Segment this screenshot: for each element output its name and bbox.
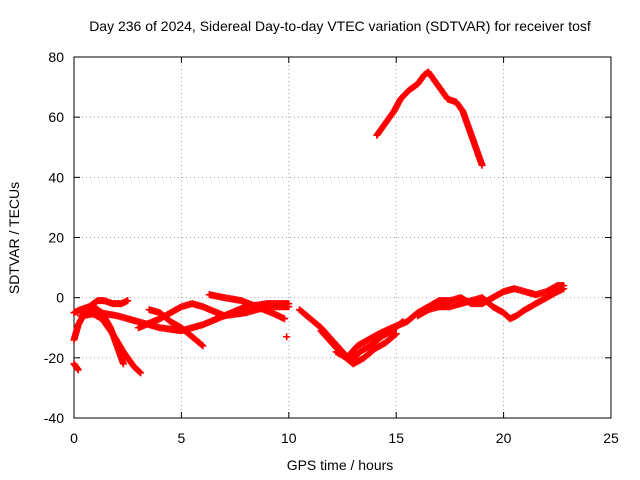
series-arc-4 [70, 360, 82, 374]
series-arc-8 [205, 291, 289, 323]
y-axis-label: SDTVAR / TECUs [6, 182, 22, 294]
data-point [74, 366, 82, 374]
series-arc-6 [145, 306, 207, 350]
data-point [478, 161, 486, 169]
x-tick-label: 10 [281, 430, 297, 446]
series-arc-9 [283, 333, 291, 341]
data-point [281, 315, 289, 323]
x-tick-label: 15 [388, 430, 404, 446]
grid-lines [74, 57, 611, 418]
data-point [285, 303, 293, 311]
x-axis-label: GPS time / hours [287, 457, 394, 473]
series-arc-14 [373, 68, 486, 169]
data-point [560, 285, 568, 293]
data-points [70, 68, 568, 377]
y-tick-label: 20 [48, 230, 64, 246]
series-arc-13 [414, 285, 568, 323]
x-tick-label: 5 [178, 430, 186, 446]
data-point [136, 368, 144, 376]
data-point [199, 342, 207, 350]
data-point [124, 297, 132, 305]
y-tick-label: 0 [56, 290, 64, 306]
y-tick-label: -40 [44, 410, 64, 426]
data-point [198, 341, 206, 349]
data-point [391, 331, 399, 339]
y-tick-label: 40 [48, 169, 64, 185]
x-tick-label: 0 [70, 430, 78, 446]
data-point [392, 330, 400, 338]
x-tick-label: 25 [603, 430, 619, 446]
data-point [73, 365, 81, 373]
axis-ticks: 0 5 10 15 20 25 -40 -20 0 20 40 60 80 [44, 49, 619, 446]
y-tick-label: 60 [48, 109, 64, 125]
y-tick-label: 80 [48, 49, 64, 65]
series-arc-1 [70, 297, 132, 317]
series-arc-3 [76, 309, 145, 377]
data-point [283, 333, 291, 341]
y-tick-label: -20 [44, 350, 64, 366]
x-tick-label: 20 [496, 430, 512, 446]
data-point [137, 369, 145, 377]
chart-title: Day 236 of 2024, Sidereal Day-to-day VTE… [89, 18, 591, 34]
data-point [119, 360, 127, 368]
